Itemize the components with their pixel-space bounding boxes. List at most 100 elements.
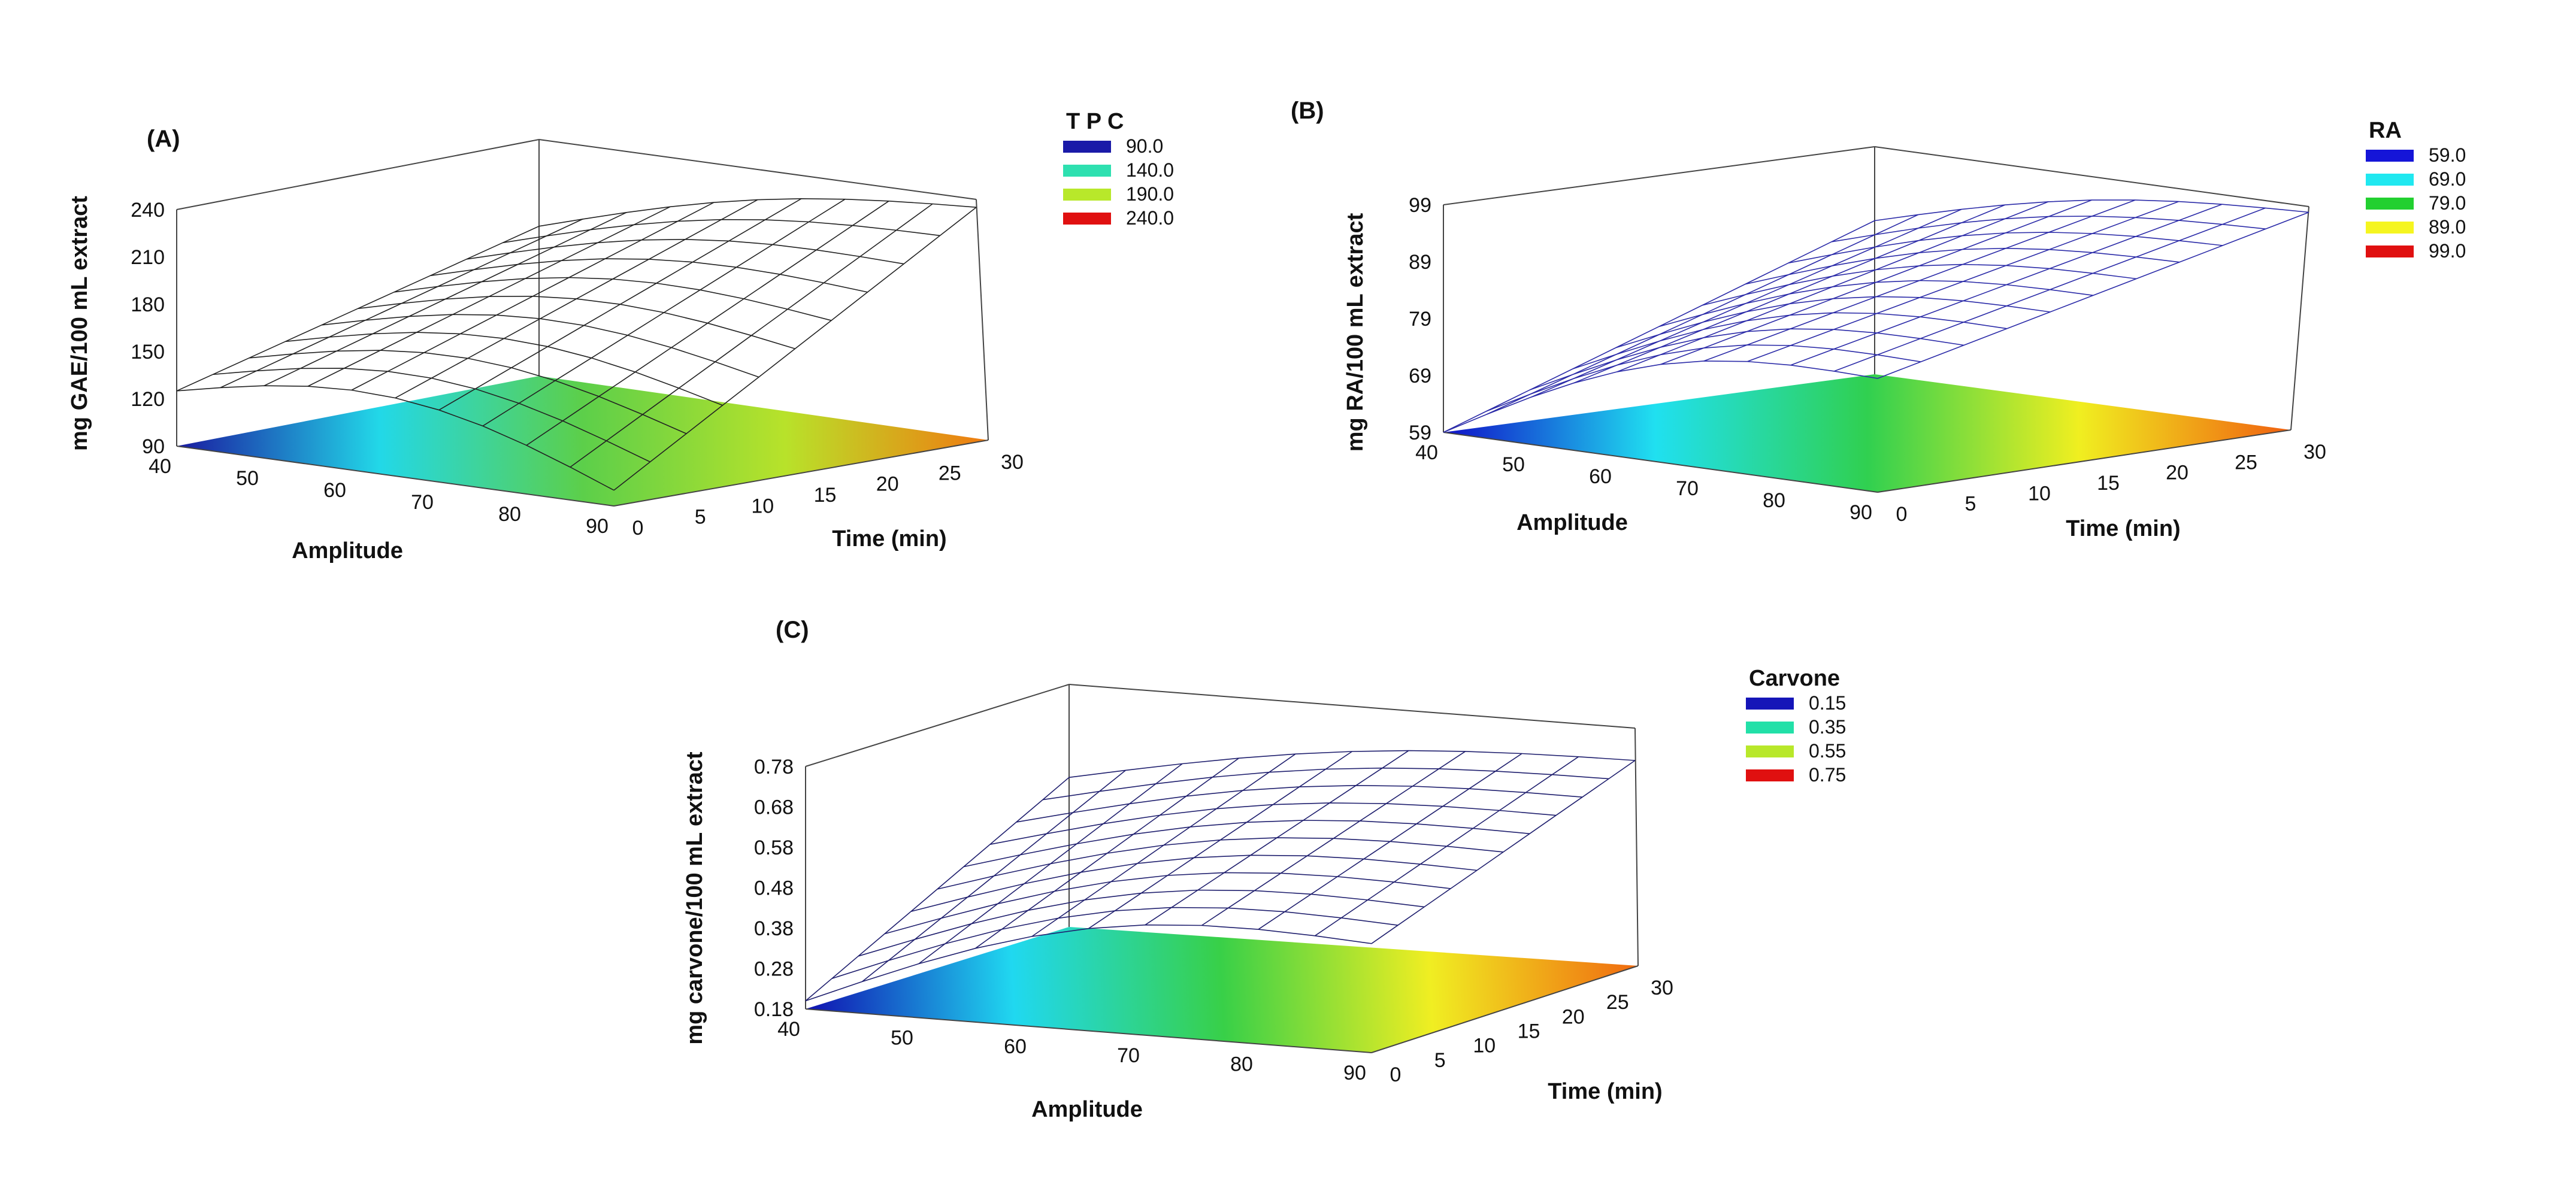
chart-panel-c: (C) mg carvone/100 mL extract Amplitude … [682, 617, 1846, 1122]
frame-edge [805, 1008, 1372, 1053]
legend-value: 99.0 [2429, 240, 2466, 262]
z-tick-label: 90 [142, 435, 165, 458]
mesh-line-time [466, 238, 904, 265]
mesh-line-time [858, 889, 1425, 957]
mesh-line-time [1572, 312, 2008, 369]
legend-title-c: Carvone [1749, 666, 1840, 691]
mesh-line-time [1658, 280, 2094, 328]
mesh-line-time [1443, 360, 1878, 433]
y-tick-label: 0 [1390, 1063, 1401, 1086]
z-tick-label: 69 [1409, 365, 1431, 387]
mesh-line-time [831, 907, 1399, 979]
frame-edge [1371, 965, 1639, 1053]
mesh-line-time [249, 350, 687, 434]
floor-gradient-b [1443, 374, 2291, 492]
ticks-b: 40 50 60 70 80 90 0 5 10 15 20 25 30 59 69 79 89 99 [1409, 194, 2326, 526]
mesh-line-time [937, 837, 1504, 890]
surface-mesh-a [176, 198, 977, 491]
y-tick-label: 5 [1965, 493, 1976, 516]
y-tick-label: 25 [1606, 991, 1629, 1014]
y-tick-label: 25 [2235, 451, 2257, 474]
frame-edge [1877, 429, 2292, 493]
mesh-line-time [884, 872, 1451, 935]
mesh-line-time [963, 820, 1530, 868]
mesh-line-time [285, 332, 723, 406]
y-tick-label: 25 [939, 462, 961, 484]
frame-edge [1068, 684, 1636, 729]
mesh-line-time [1068, 750, 1636, 778]
x-tick-label: 50 [891, 1027, 913, 1050]
legend-swatch [1746, 722, 1794, 734]
legend-swatch [1063, 189, 1111, 201]
legend-b: RA 59.069.079.089.099.0 [2366, 118, 2466, 262]
legend-value: 89.0 [2429, 216, 2466, 238]
floor-gradient-a [177, 376, 988, 506]
panel-label-b: (B) [1291, 98, 1324, 124]
legend-title-b: RA [2369, 118, 2402, 143]
y-tick-label: 10 [2028, 482, 2051, 505]
legend-value: 240.0 [1126, 207, 1174, 229]
frame-edge [1443, 146, 1875, 205]
legend-swatch [1746, 745, 1794, 757]
x-tick-label: 90 [1343, 1062, 1366, 1084]
z-tick-label: 180 [131, 293, 165, 316]
frame-edge [1634, 728, 1639, 966]
y-tick-label: 5 [695, 506, 706, 529]
mesh-line-time [321, 314, 759, 378]
mesh-line-time [1042, 767, 1609, 801]
y-tick-label: 10 [1473, 1035, 1496, 1057]
legend-title-a: T P C [1066, 109, 1124, 134]
y-tick-label: 30 [2303, 441, 2326, 463]
z-tick-label: 210 [131, 246, 165, 269]
legend-swatch [1063, 165, 1111, 177]
mesh-line-time [1874, 199, 2309, 222]
mesh-line-time [1615, 296, 2051, 348]
z-tick-label: 0.78 [754, 756, 794, 778]
mesh-line-time [1486, 344, 1921, 412]
frame-edge [176, 445, 615, 507]
contour-floor [1443, 374, 2291, 492]
contour-floor [806, 927, 1638, 1053]
mesh-line-time [503, 219, 940, 244]
surface-mesh-b [1443, 199, 2309, 433]
legend-value: 0.75 [1809, 764, 1846, 786]
x-tick-label: 50 [236, 467, 259, 490]
legend-swatch [1746, 769, 1794, 781]
mesh-line-time [1745, 247, 2180, 285]
mesh-line-time [213, 368, 650, 463]
x-tick-label: 90 [586, 515, 609, 538]
legend-swatch [1063, 141, 1111, 153]
legend-value: 0.55 [1809, 740, 1846, 762]
mesh-line-time [1016, 784, 1583, 823]
frame-edge [613, 440, 989, 507]
y-tick-label: 15 [2097, 472, 2120, 495]
chart-panel-a: (A) mg GAE/100 mL extract Amplitude Time… [67, 109, 1174, 563]
x-tick-label: 80 [1763, 489, 1785, 512]
x-tick-label: 80 [1230, 1053, 1253, 1075]
x-tick-label: 70 [411, 491, 434, 514]
legend-value: 0.35 [1809, 716, 1846, 738]
x-tick-label: 40 [149, 455, 171, 478]
legend-value: 140.0 [1126, 159, 1174, 181]
x-tick-label: 50 [1502, 453, 1525, 476]
z-tick-label: 240 [131, 199, 165, 222]
mesh-line-time [910, 854, 1478, 912]
frame-edge [2290, 206, 2309, 431]
z-tick-label: 0.38 [754, 917, 794, 940]
mesh-line-time [1788, 232, 2223, 263]
y-tick-label: 30 [1651, 977, 1673, 999]
x-tick-label: 60 [1589, 465, 1612, 488]
x-tick-label: 80 [498, 503, 521, 526]
z-tick-label: 0.68 [754, 796, 794, 819]
panel-label-c: (C) [776, 617, 809, 643]
x-tick-label: 40 [1415, 441, 1438, 464]
z-tick-label: 79 [1409, 308, 1431, 331]
legend-value: 0.15 [1809, 692, 1846, 714]
z-tick-label: 0.28 [754, 958, 794, 981]
z-axis-label-c: mg carvone/100 mL extract [682, 751, 707, 1045]
legend-value: 90.0 [1126, 135, 1163, 157]
x-axis-label-c: Amplitude [1031, 1097, 1143, 1122]
legend-swatch [2366, 198, 2414, 210]
